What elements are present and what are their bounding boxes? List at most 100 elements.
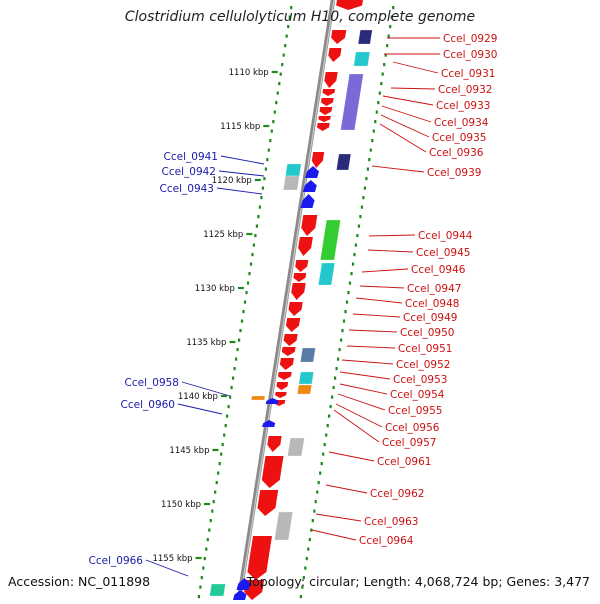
- gene-label-ccel_0947: Ccel_0947: [407, 283, 461, 295]
- gene-label-ccel_0950: Ccel_0950: [400, 327, 454, 339]
- gene-label-ccel_0948: Ccel_0948: [405, 298, 459, 310]
- cog-box-navy: [336, 153, 352, 171]
- tick-dot: [264, 167, 267, 171]
- gene-label-ccel_0952: Ccel_0952: [396, 359, 450, 371]
- tick-dot: [316, 490, 319, 494]
- gene-label-ccel_0949: Ccel_0949: [403, 312, 457, 324]
- axis-tick-label: 1155 kbp: [152, 554, 192, 564]
- label-leader-lines: [145, 37, 440, 577]
- forward-gene: [283, 334, 298, 346]
- forward-gene: [322, 89, 336, 96]
- tick-dot: [202, 566, 205, 570]
- cog-box-gray: [287, 437, 305, 457]
- tick-dot: [275, 101, 278, 105]
- tick-dot: [252, 243, 255, 247]
- gene-label-ccel_0944: Ccel_0944: [418, 230, 473, 242]
- tick-dot: [386, 44, 389, 48]
- forward-gene: [247, 536, 272, 580]
- tick-dot: [301, 585, 304, 589]
- axis-tick-label: 1145 kbp: [169, 446, 209, 456]
- cog-box-orange: [296, 384, 313, 395]
- forward-gene: [298, 237, 313, 256]
- tick-dot: [308, 538, 311, 542]
- tick-dot: [273, 110, 276, 114]
- label-leader: [346, 345, 396, 349]
- tick-dot: [249, 262, 253, 266]
- forward-gene: [328, 48, 342, 62]
- tick-dot: [332, 386, 335, 390]
- forward-gene: [293, 273, 307, 282]
- reverse-gene: [262, 420, 276, 427]
- cog-box-teal: [209, 583, 226, 597]
- tick-dot: [287, 25, 290, 29]
- label-leader: [325, 484, 368, 494]
- tick-dot: [356, 234, 359, 238]
- tick-dot: [345, 300, 349, 304]
- gene-label-ccel_0957: Ccel_0957: [382, 437, 436, 449]
- label-leader: [379, 123, 427, 153]
- axis-tick-label: 1110 kbp: [229, 68, 269, 78]
- label-leader: [359, 285, 405, 289]
- tick-dot: [342, 319, 346, 323]
- cog-box-cyan: [353, 51, 371, 67]
- forward-gene: [286, 318, 301, 332]
- label-leader: [390, 87, 436, 90]
- tick-dot: [354, 243, 357, 247]
- tick-dot: [363, 186, 366, 190]
- gene-label-ccel_0964: Ccel_0964: [359, 535, 414, 547]
- gene-label-ccel_0932: Ccel_0932: [438, 84, 492, 96]
- forward-gene: [318, 116, 331, 122]
- forward-gene: [288, 302, 303, 316]
- tick-dot: [200, 576, 203, 580]
- tick-dot: [353, 253, 356, 257]
- tick-dot: [224, 424, 227, 428]
- forward-gene: [319, 107, 333, 115]
- tick-dot: [338, 348, 341, 352]
- gene-label-ccel_0942: Ccel_0942: [162, 166, 216, 178]
- gene-label-ccel_0933: Ccel_0933: [436, 100, 490, 112]
- tick-dot: [197, 595, 200, 599]
- reverse-gene: [236, 578, 251, 590]
- reverse-gene: [300, 194, 315, 208]
- tick-dot: [313, 509, 316, 513]
- tick-dot: [227, 405, 230, 409]
- gene-label-ccel_0943: Ccel_0943: [160, 183, 214, 195]
- tick-dot: [243, 300, 247, 304]
- tick-dot: [235, 357, 238, 361]
- gene-label-ccel_0930: Ccel_0930: [443, 49, 497, 61]
- tick-dot: [378, 91, 381, 95]
- label-leader: [181, 381, 231, 397]
- gene-label-ccel_0963: Ccel_0963: [364, 516, 418, 528]
- tick-dot: [357, 224, 360, 228]
- tick-dot: [362, 196, 365, 200]
- gene-label-ccel_0958: Ccel_0958: [125, 377, 179, 389]
- forward-gene: [331, 30, 347, 44]
- cog-box-cyan: [285, 163, 302, 177]
- tick-dot: [261, 186, 264, 190]
- reverse-gene: [233, 590, 247, 600]
- label-leader: [382, 95, 434, 106]
- tick-dot: [347, 291, 350, 295]
- tick-dot: [288, 15, 291, 19]
- label-leader: [348, 329, 398, 333]
- cog-box-green: [319, 219, 341, 261]
- label-leader: [216, 187, 263, 195]
- tick-dot: [377, 101, 380, 105]
- tick-dot: [209, 519, 212, 523]
- tick-dot: [284, 44, 287, 48]
- tick-dot: [220, 452, 223, 456]
- label-leader: [368, 234, 416, 237]
- label-leader: [392, 61, 439, 74]
- tick-dot: [266, 158, 269, 162]
- gene-label-ccel_0955: Ccel_0955: [388, 405, 442, 417]
- forward-gene: [301, 215, 318, 236]
- gene-labels: Ccel_0929 Ccel_0930 Ccel_0931 Ccel_0932 Ccel…: [89, 33, 498, 567]
- tick-dot: [242, 310, 245, 314]
- tick-dot: [359, 215, 362, 219]
- tick-dot: [279, 72, 282, 76]
- genome-backbone: [236, 0, 336, 601]
- cog-box-purple: [340, 73, 364, 131]
- tick-dot: [320, 462, 323, 466]
